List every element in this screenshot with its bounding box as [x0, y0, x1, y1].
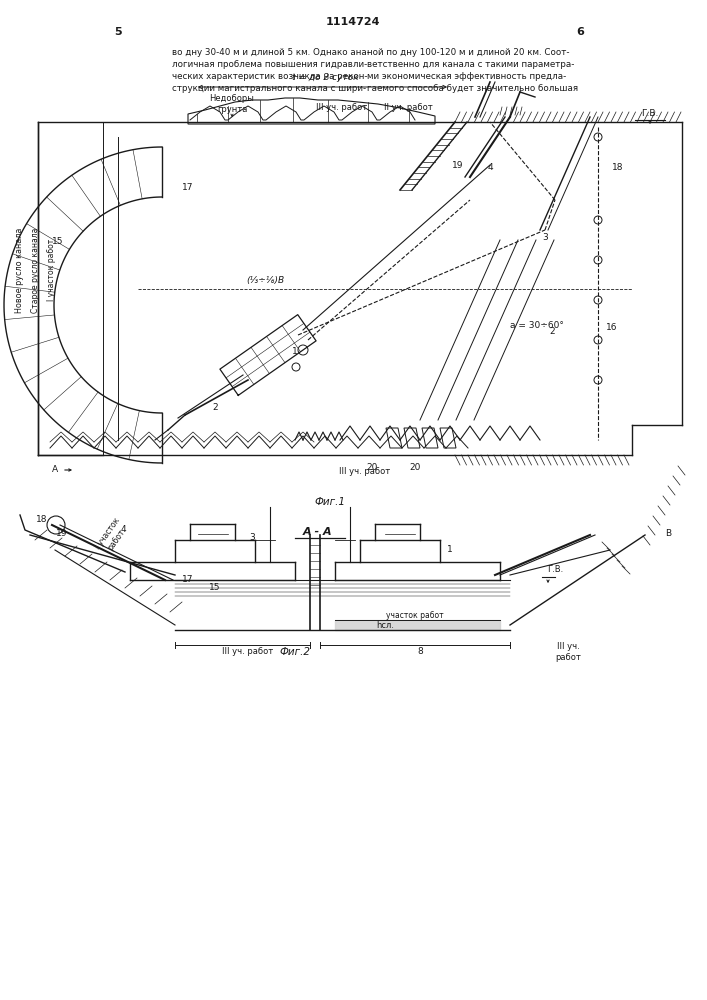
- Text: Фиг.1: Фиг.1: [315, 497, 346, 507]
- Text: 18: 18: [612, 163, 624, 172]
- Text: 6: 6: [576, 27, 584, 37]
- Text: 19: 19: [452, 161, 464, 170]
- Text: Г.В.: Г.В.: [641, 109, 659, 118]
- Text: ческих характеристик возникла на рекон-: ческих характеристик возникла на рекон-: [172, 72, 368, 81]
- Text: 15: 15: [52, 237, 64, 246]
- Text: 20: 20: [366, 462, 378, 472]
- Text: hсл.: hсл.: [376, 620, 394, 630]
- Text: 5: 5: [115, 27, 122, 37]
- Text: В: В: [665, 528, 671, 538]
- Text: во дну 30-40 м и длиной 5 км. Однако ана-: во дну 30-40 м и длиной 5 км. Однако ана…: [172, 48, 370, 57]
- Text: Старое русло канала: Старое русло канала: [30, 227, 40, 313]
- Text: Фиг.2: Фиг.2: [279, 647, 310, 657]
- Text: 4: 4: [120, 526, 126, 534]
- Text: 1: 1: [292, 348, 298, 357]
- Text: III уч. работ: III уч. работ: [223, 648, 274, 656]
- Text: Недоборы
грунта: Недоборы грунта: [209, 94, 255, 114]
- Text: 2: 2: [549, 328, 555, 336]
- Text: ной по дну 100-120 м и длиной 20 км. Соот-: ной по дну 100-120 м и длиной 20 км. Соо…: [367, 48, 570, 57]
- Text: 15: 15: [209, 584, 221, 592]
- Text: 3: 3: [249, 534, 255, 542]
- Text: 18: 18: [36, 516, 48, 524]
- Text: 17: 17: [182, 576, 194, 584]
- Text: струкции магистрального канала с шири-: струкции магистрального канала с шири-: [172, 84, 366, 93]
- Text: логичная проблема повышения гидравли-: логичная проблема повышения гидравли-: [172, 60, 367, 69]
- Text: 19: 19: [57, 528, 68, 538]
- Text: t = до 2 суток: t = до 2 суток: [292, 74, 358, 83]
- Text: I участок
работ: I участок работ: [93, 517, 130, 557]
- Text: a = 30÷60°: a = 30÷60°: [510, 320, 564, 330]
- Text: II уч. работ: II уч. работ: [384, 103, 433, 111]
- Text: 8: 8: [417, 648, 423, 656]
- Text: А: А: [52, 466, 58, 475]
- Text: 1114724: 1114724: [326, 17, 380, 27]
- Text: Г.В.: Г.В.: [547, 566, 563, 574]
- Text: 2: 2: [212, 402, 218, 412]
- Text: гаемого способа будет значительно большая: гаемого способа будет значительно больша…: [367, 84, 578, 93]
- Text: I участок работ: I участок работ: [47, 239, 57, 301]
- Text: ми экономическая эффективность предла-: ми экономическая эффективность предла-: [367, 72, 566, 81]
- Text: 20: 20: [409, 462, 421, 472]
- Text: 4: 4: [487, 162, 493, 172]
- Text: ветственно для канала с такими параметра-: ветственно для канала с такими параметра…: [367, 60, 574, 69]
- Text: III уч. работ: III уч. работ: [316, 103, 368, 111]
- Text: III уч.
работ: III уч. работ: [555, 642, 581, 662]
- Text: (⅓÷⅙)B: (⅓÷⅙)B: [246, 275, 284, 284]
- Text: А - А: А - А: [303, 527, 333, 537]
- Text: III уч. работ: III уч. работ: [339, 468, 391, 477]
- Text: 1: 1: [447, 546, 453, 554]
- Text: 16: 16: [606, 324, 618, 332]
- Text: 17: 17: [182, 184, 194, 192]
- Text: Новое русло канала: Новое русло канала: [16, 227, 25, 313]
- Text: участок работ: участок работ: [386, 610, 444, 619]
- Text: 3: 3: [542, 233, 548, 242]
